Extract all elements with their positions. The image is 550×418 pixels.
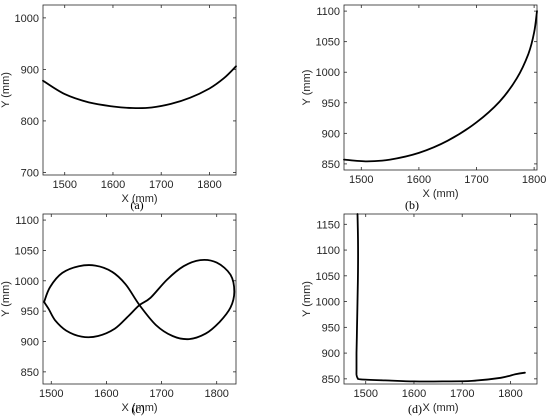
y-axis-label: Y (mm) — [301, 70, 313, 106]
caption-d: (d) — [408, 402, 422, 416]
x-axis-label: X (mm) — [121, 402, 157, 414]
y-tick-label: 1000 — [15, 276, 39, 288]
y-tick-label: 1050 — [316, 37, 340, 49]
y-axis-label: Y (mm) — [301, 281, 313, 317]
trajectory-line-c — [43, 258, 236, 341]
y-tick-label: 900 — [322, 348, 340, 360]
x-tick-label: 1500 — [39, 388, 63, 400]
y-tick-label: 1100 — [316, 6, 340, 18]
x-tick-label: 1600 — [101, 179, 125, 191]
x-tick-label: 1500 — [52, 179, 76, 191]
caption-b: (b) — [405, 198, 419, 212]
y-tick-label: 900 — [21, 64, 39, 76]
y-tick-label: 900 — [322, 128, 340, 140]
y-tick-label: 1050 — [15, 245, 39, 257]
chart-panel-d: 1500 1600 1700 1800 850 900 950 1000 1050 1100 115… — [301, 213, 538, 414]
x-axis-label: X (mm) — [121, 193, 157, 205]
caption-a: (a) — [130, 198, 144, 212]
y-tick-label: 1100 — [316, 245, 340, 257]
chart-panel-a: 1500 1600 1700 1800 700 800 900 1000 X (mm) Y (mm… — [0, 4, 237, 205]
y-tick-label: 1150 — [316, 219, 340, 231]
y-axis-label: Y (mm) — [0, 281, 12, 317]
x-tick-label: 1600 — [407, 174, 431, 186]
y-tick-label: 1000 — [316, 67, 340, 79]
x-tick-label: 1700 — [464, 174, 488, 186]
plot-frame-a — [42, 4, 237, 176]
plot-frame-c — [42, 213, 237, 385]
y-tick-label: 800 — [21, 116, 39, 128]
y-tick-label: 1000 — [15, 13, 39, 25]
y-tick-label: 1100 — [15, 215, 39, 227]
y-tick-label: 850 — [322, 374, 340, 386]
y-tick-label: 950 — [322, 98, 340, 110]
trajectory-line-b — [343, 10, 538, 163]
x-tick-label: 1800 — [522, 174, 546, 186]
y-tick-label: 850 — [322, 159, 340, 171]
y-tick-label: 700 — [21, 167, 39, 179]
x-tick-label: 1700 — [149, 179, 173, 191]
caption-c: (c) — [131, 402, 145, 416]
chart-panel-b: 1500 1600 1700 1800 850 900 950 1000 1050 1100 X (… — [301, 4, 546, 200]
x-tick-label: 1500 — [353, 388, 377, 400]
y-tick-label: 1050 — [316, 271, 340, 283]
y-axis-label: Y (mm) — [0, 72, 12, 108]
chart-panel-c: 1500 1600 1700 1800 850 900 950 1000 1050 1100 X (… — [0, 213, 237, 414]
x-axis-label: X (mm) — [422, 402, 458, 414]
y-tick-label: 900 — [21, 337, 39, 349]
y-tick-label: 850 — [21, 367, 39, 379]
y-tick-label: 950 — [21, 306, 39, 318]
x-tick-label: 1600 — [94, 388, 118, 400]
trajectory-line-a — [42, 65, 237, 110]
plot-frame-b — [343, 4, 538, 171]
y-tick-label: 1000 — [316, 297, 340, 309]
x-tick-label: 1600 — [402, 388, 426, 400]
x-tick-label: 1800 — [498, 388, 522, 400]
x-axis-label: X (mm) — [422, 188, 458, 200]
trajectory-line-d — [355, 213, 526, 383]
x-tick-label: 1800 — [197, 179, 221, 191]
x-tick-label: 1700 — [149, 388, 173, 400]
plot-frame-d — [343, 213, 538, 385]
x-tick-label: 1700 — [450, 388, 474, 400]
x-tick-label: 1800 — [204, 388, 228, 400]
y-tick-label: 950 — [322, 322, 340, 334]
x-tick-label: 1500 — [349, 174, 373, 186]
